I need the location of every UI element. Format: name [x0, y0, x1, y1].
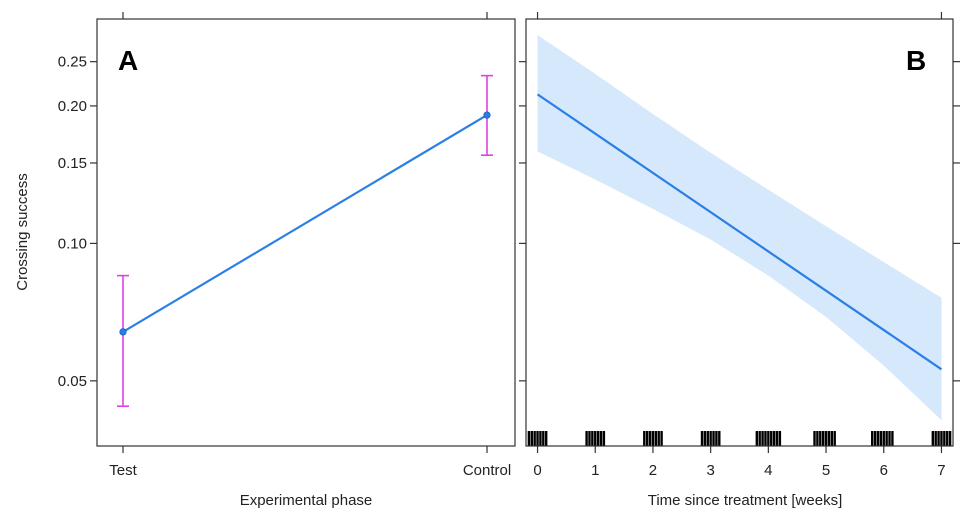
- panel-a-x-axis-title: Experimental phase: [240, 492, 373, 509]
- panel-b-confidence-band: [537, 35, 942, 421]
- panel-b-series: [536, 93, 943, 371]
- panel-b: B 0 1 2 3 4 5 6 7 Time since treatment [weeks]: [519, 12, 960, 509]
- panel-b-y-axis: [519, 61, 960, 382]
- panel-a-label: A: [118, 45, 138, 76]
- panel-a: A 0.05 0.10 0.15 0.20 0.25 Test Control Exper…: [14, 12, 516, 509]
- panel-b-x-axis: 0 1 2 3 4 5 6 7: [533, 12, 946, 479]
- confidence-band: [537, 35, 942, 421]
- y-tick-label: 0.15: [58, 155, 87, 172]
- panel-a-y-axis: 0.05 0.10 0.15 0.20 0.25: [58, 54, 97, 390]
- x-tick-label: 7: [937, 462, 945, 479]
- panel-b-x-axis-title: Time since treatment [weeks]: [648, 492, 843, 509]
- data-point: [483, 111, 491, 119]
- x-tick-label: 5: [822, 462, 830, 479]
- panel-b-frame: [525, 18, 954, 447]
- panel-b-rug: [527, 431, 952, 446]
- x-tick-label: 0: [533, 462, 541, 479]
- y-tick-label: 0.20: [58, 98, 87, 115]
- x-tick-label: 2: [649, 462, 657, 479]
- x-tick-label: Control: [463, 462, 511, 479]
- y-axis-title: Crossing success: [14, 173, 31, 291]
- y-tick-label: 0.05: [58, 373, 87, 390]
- y-tick-label: 0.25: [58, 54, 87, 71]
- panel-a-x-axis: Test Control: [109, 12, 511, 479]
- series-line: [122, 114, 488, 333]
- x-tick-label: 4: [764, 462, 772, 479]
- x-tick-label: 1: [591, 462, 599, 479]
- fit-line: [536, 93, 943, 371]
- panel-a-series: [119, 111, 491, 336]
- panel-a-error-bars: [117, 74, 493, 408]
- y-tick-label: 0.10: [58, 235, 87, 252]
- x-tick-label: 6: [880, 462, 888, 479]
- x-tick-label: Test: [109, 462, 137, 479]
- panel-a-frame: [96, 18, 516, 447]
- data-point: [119, 328, 127, 336]
- x-tick-label: 3: [706, 462, 714, 479]
- panel-b-label: B: [906, 45, 926, 76]
